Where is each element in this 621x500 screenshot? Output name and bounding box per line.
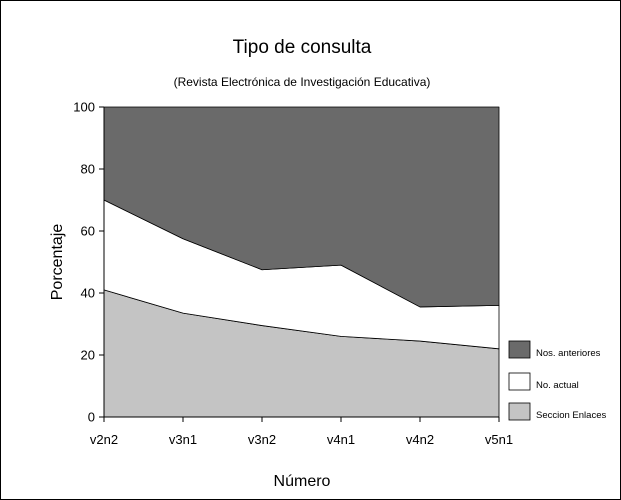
x-tick-label: v4n2 — [406, 432, 434, 447]
y-tick-label: 100 — [73, 100, 95, 115]
chart-title: Tipo de consulta — [233, 37, 372, 58]
y-axis-label: Porcentaje — [49, 224, 66, 301]
y-tick-label: 40 — [81, 286, 95, 301]
legend-label: Seccion Enlaces — [536, 410, 606, 421]
legend-swatch — [508, 402, 531, 421]
legend-swatch — [508, 340, 531, 359]
x-tick-label: v2n2 — [90, 432, 118, 447]
x-axis-label: Número — [274, 473, 331, 490]
y-tick-label: 60 — [81, 224, 95, 239]
y-tick-label: 0 — [88, 410, 95, 425]
x-axis-ticks: v2n2 v3n1 v3n2 v4n1 v4n2 v5n1 — [90, 417, 513, 447]
legend-label: Nos. anteriores — [536, 348, 601, 359]
x-tick-label: v5n1 — [485, 432, 513, 447]
y-tick-label: 20 — [81, 348, 95, 363]
area-series-2 — [103, 106, 500, 308]
y-axis-ticks: 0 20 40 60 80 100 — [73, 100, 104, 425]
chart-subtitle: (Revista Electrónica de Investigación Ed… — [174, 75, 431, 89]
legend-label: No. actual — [536, 380, 579, 391]
legend-swatch — [508, 372, 531, 391]
x-tick-label: v3n2 — [248, 432, 276, 447]
x-tick-label: v3n1 — [169, 432, 197, 447]
x-tick-label: v4n1 — [327, 432, 355, 447]
area-layers — [103, 106, 500, 418]
legend: Nos. anteriores No. actual Seccion Enlaces — [508, 340, 606, 421]
y-tick-label: 80 — [81, 162, 95, 177]
